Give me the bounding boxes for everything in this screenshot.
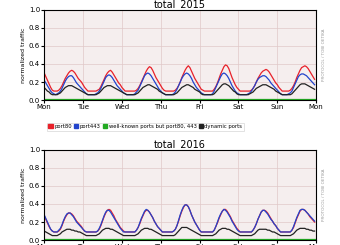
Text: PROTOCOL / TOBI OETIKA: PROTOCOL / TOBI OETIKA [322,169,326,221]
Y-axis label: normalized traffic: normalized traffic [21,167,26,223]
Text: PROTOCOL / TOBI OETIKA: PROTOCOL / TOBI OETIKA [322,29,326,81]
Title: total_2015: total_2015 [154,0,206,10]
Y-axis label: normalized traffic: normalized traffic [21,27,26,83]
Legend: port80, port443, well-known ports but port80, 443, dynamic ports: port80, port443, well-known ports but po… [47,122,244,131]
Title: total_2016: total_2016 [154,139,206,150]
